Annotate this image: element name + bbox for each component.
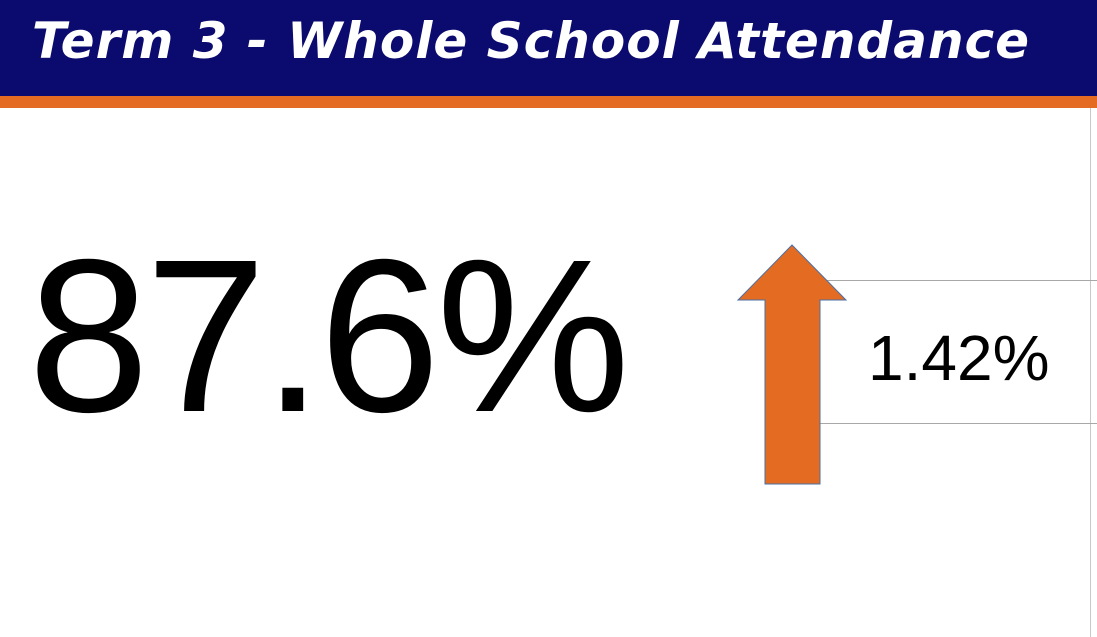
change-box [820,280,1097,424]
divider [1090,108,1091,637]
change-value: 1.42% [868,322,1050,394]
header-bar [0,0,1097,96]
page-title: Term 3 - Whole School Attendance [32,12,1031,70]
header-stripe [0,96,1097,108]
attendance-value: 87.6% [28,215,630,458]
